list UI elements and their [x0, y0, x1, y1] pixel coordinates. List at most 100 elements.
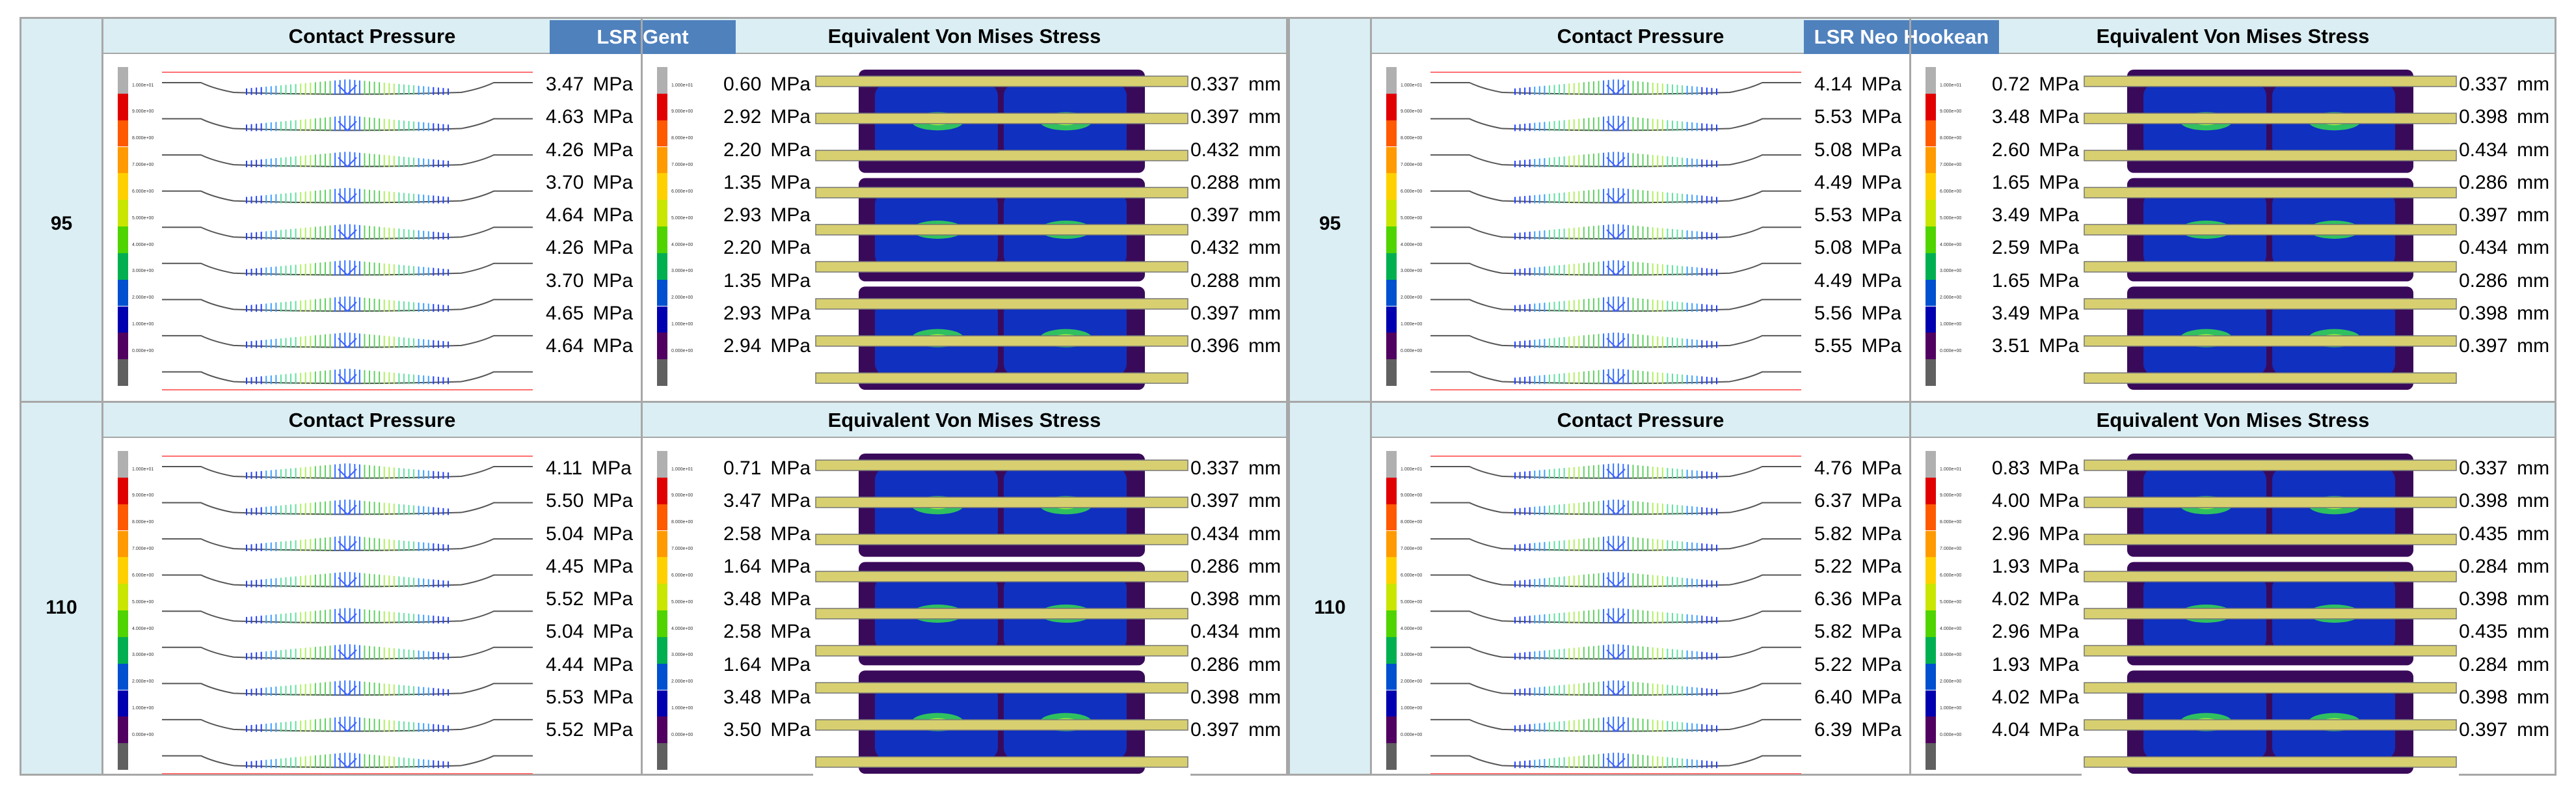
legend-swatch [1925, 504, 1936, 531]
legend-tick-label: 2.000e+00 [671, 295, 693, 301]
value-number: 1.93 [1992, 653, 2030, 675]
legend-tick-label: 5.000e+00 [671, 215, 693, 221]
value-unit: mm [1248, 171, 1281, 193]
seal-contact-band [1430, 499, 1801, 515]
value-row: 4.02 MPa [1992, 583, 2079, 616]
legend-tick-label: 1.000e+00 [132, 706, 154, 711]
legend-swatch [118, 200, 128, 226]
legend-tick-label: 9.000e+00 [671, 493, 693, 498]
color-legend: 1.000e+01 9.000e+00 8.000e+00 7.000e+00 6.00… [109, 67, 154, 386]
value-row: 6.39 MPa [1814, 714, 1901, 746]
seal-contact-band [162, 152, 533, 168]
value-unit: MPa [770, 457, 811, 479]
legend-swatch [1386, 67, 1397, 94]
legend-tick-label: 7.000e+00 [671, 547, 693, 551]
legend-swatch [1925, 359, 1936, 386]
legend-tick-label: 6.000e+00 [1940, 189, 1962, 194]
value-row: 3.48 MPa [723, 583, 811, 616]
legend-tick-label: 0.000e+00 [132, 732, 154, 737]
value-number: 0.398 [2459, 303, 2508, 325]
value-unit: mm [1248, 303, 1281, 325]
value-number: 4.63 [546, 106, 584, 128]
value-unit: mm [1248, 457, 1281, 479]
value-unit: MPa [2039, 687, 2080, 709]
legend-swatch [1386, 359, 1397, 386]
legend-tick-label: 1.000e+01 [671, 83, 693, 88]
value-number: 3.48 [723, 687, 762, 709]
value-number: 0.83 [1992, 457, 2030, 479]
value-row: 1.65 MPa [1992, 265, 2079, 297]
value-number: 2.96 [1992, 523, 2030, 545]
value-row: 3.51 MPa [1992, 330, 2079, 362]
value-unit: MPa [2039, 204, 2080, 226]
value-unit: mm [2517, 653, 2550, 675]
value-row: 4.00 MPa [1992, 485, 2079, 517]
legend-swatch [118, 477, 128, 504]
shaft-band [2084, 75, 2457, 87]
von-mises-stress-plot [813, 451, 1190, 776]
value-number: 5.56 [1814, 303, 1853, 325]
legend-swatch [1386, 610, 1397, 637]
value-unit: mm [1248, 687, 1281, 709]
value-number: 4.44 [546, 653, 584, 675]
value-row: 5.53 MPa [1814, 199, 1901, 232]
legend-tick-label: 7.000e+00 [671, 163, 693, 167]
value-unit: MPa [770, 237, 811, 259]
legend-tick-label: 1.000e+00 [671, 322, 693, 327]
shaft-band [2084, 298, 2457, 310]
contact-pressure-header: Contact Pressure [1557, 25, 1724, 48]
von-mises-header: Equivalent Von Mises Stress [2096, 25, 2370, 48]
legend-swatch [118, 530, 128, 558]
value-unit: MPa [1861, 457, 1902, 479]
value-number: 1.65 [1992, 171, 2030, 193]
seal-contact-band [1430, 608, 1801, 624]
color-legend: 1.000e+01 9.000e+00 8.000e+00 7.000e+00 6.00… [1377, 67, 1423, 386]
legend-swatch [1925, 252, 1936, 280]
legend-tick-label: 7.000e+00 [132, 547, 154, 551]
legend-tick-label: 1.000e+01 [1940, 83, 1962, 88]
model-name-badge: LSR Gent [550, 20, 736, 54]
shaft-band [2084, 113, 2457, 124]
shaft-band [815, 608, 1188, 620]
value-number: 5.50 [546, 490, 584, 512]
value-unit: MPa [1861, 237, 1902, 259]
value-number: 0.397 [1190, 719, 1240, 741]
seal-contact-band [1430, 333, 1801, 349]
value-unit: MPa [593, 106, 634, 128]
value-number: 0.396 [1190, 335, 1240, 357]
value-number: 1.93 [1992, 555, 2030, 577]
value-number: 0.435 [2459, 523, 2508, 545]
legend-swatch [657, 279, 667, 306]
seal-contact-band [162, 187, 533, 204]
value-number: 6.39 [1814, 719, 1853, 741]
value-unit: mm [2517, 171, 2550, 193]
legend-swatch [1386, 173, 1397, 200]
displacement-values: 0.337 mm 0.397 mm 0.432 mm 0.288 mm 0.397 mm 0.432… [1190, 68, 1281, 363]
value-row: 2.94 MPa [723, 330, 811, 362]
value-unit: MPa [593, 269, 634, 292]
shaft-band [815, 187, 1188, 198]
value-row: 0.288 mm [1190, 167, 1281, 199]
shaft-band [815, 372, 1188, 384]
legend-swatch [118, 173, 128, 200]
legend-tick-label: 7.000e+00 [132, 163, 154, 167]
value-row: 4.14 MPa [1814, 68, 1901, 101]
legend-swatch [1386, 584, 1397, 610]
legend-tick-label: 1.000e+00 [132, 322, 154, 327]
legend-tick-label: 1.000e+00 [1401, 706, 1423, 711]
legend-tick-label: 2.000e+00 [1940, 679, 1962, 685]
seal-contact-band [162, 608, 533, 624]
shaft-band [2084, 261, 2457, 273]
value-number: 2.20 [723, 139, 762, 161]
value-unit: MPa [2039, 335, 2080, 357]
legend-tick-label: 3.000e+00 [671, 269, 693, 274]
value-unit: mm [2517, 204, 2550, 226]
legend-tick-label: 9.000e+00 [132, 493, 154, 498]
value-row: 0.434 mm [2459, 134, 2549, 167]
color-legend: 1.000e+01 9.000e+00 8.000e+00 7.000e+00 6.00… [1377, 451, 1423, 770]
value-row: 2.60 MPa [1992, 134, 2079, 167]
value-number: 4.76 [1814, 457, 1853, 479]
shaft-band [2084, 608, 2457, 620]
legend-tick-label: 5.000e+00 [1401, 599, 1423, 605]
legend-tick-label: 4.000e+00 [1401, 242, 1423, 247]
